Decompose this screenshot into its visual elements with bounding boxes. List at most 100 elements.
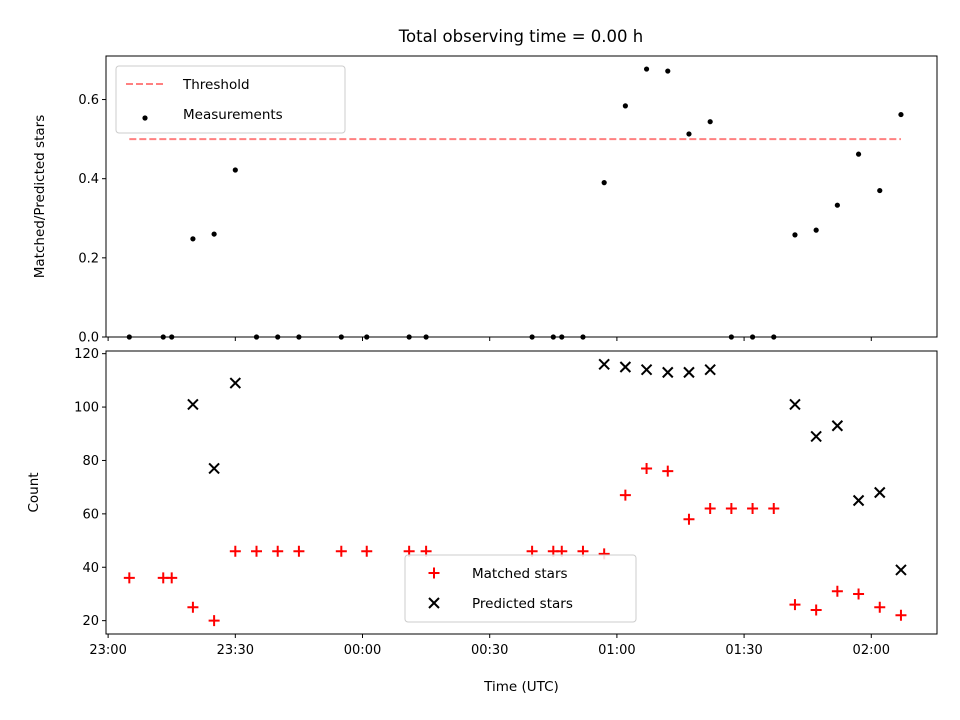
data-point (187, 398, 199, 411)
legend-predicted-swatch (428, 597, 440, 609)
data-point (749, 334, 756, 340)
data-point (874, 601, 886, 613)
data-point (852, 494, 865, 507)
data-point (707, 119, 713, 125)
data-point (686, 131, 692, 137)
data-point (253, 334, 260, 340)
y-tick-label: 20 (82, 614, 99, 629)
x-tick-label: 01:00 (598, 643, 635, 658)
data-point (855, 151, 862, 157)
bottom-panel: 20 40 60 80 100 120 23:00 23:30 00:00 00:30 01:00 0… (26, 347, 938, 695)
y-tick-label: 0.4 (78, 172, 99, 187)
data-point (580, 334, 586, 340)
data-point (853, 588, 865, 600)
series-predicted-stars (187, 358, 907, 576)
data-point (296, 334, 302, 340)
x-tick-label: 23:30 (217, 643, 254, 658)
legend: Threshold Measurements (115, 65, 346, 134)
data-point (232, 167, 238, 173)
data-point (771, 334, 777, 340)
legend-box (404, 554, 637, 623)
series-matched-stars (123, 462, 907, 627)
x-tick-label: 02:00 (853, 643, 890, 658)
legend-box (115, 65, 346, 134)
data-point (641, 462, 653, 474)
x-tick-label: 00:00 (344, 643, 381, 658)
data-point (338, 334, 344, 340)
y-axis-label: Matched/Predicted stars (32, 115, 48, 278)
data-point (898, 111, 904, 118)
data-point (640, 363, 653, 376)
data-point (789, 599, 801, 611)
legend-label: Threshold (182, 77, 250, 93)
axes-frame (105, 55, 938, 338)
data-point (683, 366, 695, 379)
series-measurements (126, 66, 904, 340)
data-point (768, 503, 780, 515)
data-point (550, 334, 556, 340)
top-panel: 0.0 0.2 0.4 0.6 Matched/Predicted stars Thres… (32, 55, 938, 346)
data-point (275, 334, 281, 340)
x-tick-label: 01:30 (725, 643, 762, 658)
data-point (211, 231, 217, 237)
data-point (895, 564, 907, 576)
data-point (683, 513, 695, 525)
data-point (792, 232, 798, 238)
chart-title: Total observing time = 0.00 h (398, 27, 643, 46)
data-point (364, 334, 370, 340)
data-point (643, 66, 650, 72)
y-tick-label: 0.0 (78, 331, 99, 346)
legend-label: Predicted stars (472, 596, 573, 612)
data-point (293, 545, 305, 557)
data-point (874, 486, 886, 499)
y-axis-label: Count (26, 472, 42, 512)
data-point (335, 545, 347, 557)
y-tick-label: 80 (82, 454, 99, 469)
y-tick-label: 40 (82, 561, 99, 576)
data-point (704, 503, 716, 515)
data-point (187, 601, 199, 613)
legend-label: Matched stars (472, 566, 568, 582)
legend-label: Measurements (183, 107, 283, 123)
data-point (665, 68, 671, 74)
data-point (831, 420, 844, 432)
data-point (728, 334, 734, 340)
data-point (166, 572, 178, 584)
x-tick-label: 23:00 (89, 643, 126, 658)
legend-matched-swatch (428, 567, 440, 579)
data-point (160, 334, 166, 340)
data-point (190, 236, 196, 242)
data-point (895, 609, 907, 621)
y-tick-label: 0.6 (78, 93, 99, 108)
data-point (747, 503, 759, 515)
legend-measurements-swatch (142, 115, 148, 121)
data-point (598, 358, 610, 371)
data-point (208, 615, 220, 627)
data-point (601, 180, 607, 186)
data-point (208, 462, 220, 475)
data-point (704, 363, 716, 376)
data-point (423, 334, 429, 340)
data-point (229, 545, 241, 557)
x-axis-label: Time (UTC) (483, 679, 559, 695)
data-point (169, 334, 175, 340)
data-point (877, 187, 883, 194)
data-point (810, 604, 822, 616)
x-tick-label: 00:30 (471, 643, 508, 658)
data-point (229, 377, 242, 389)
axes-frame (105, 350, 938, 635)
data-point (622, 103, 628, 109)
data-point (619, 361, 632, 373)
y-tick-label: 60 (82, 507, 99, 522)
y-tick-label: 0.2 (78, 251, 99, 266)
data-point (126, 334, 132, 340)
data-point (251, 545, 263, 557)
data-point (662, 366, 674, 379)
data-point (272, 545, 284, 557)
data-point (619, 489, 631, 501)
data-point (789, 398, 801, 411)
data-point (123, 572, 135, 584)
data-point (813, 227, 819, 233)
data-point (361, 545, 373, 557)
